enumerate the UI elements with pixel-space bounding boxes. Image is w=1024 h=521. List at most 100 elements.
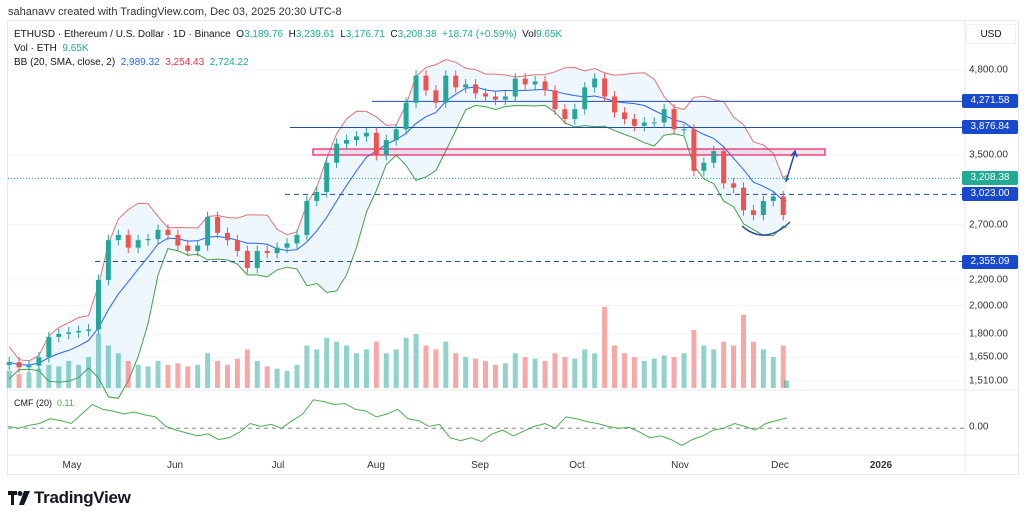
candle-body [205, 216, 211, 246]
high-label: H [288, 29, 296, 40]
symbol-title[interactable]: ETHUSD · Ethereum / U.S. Dollar · 1D · B… [14, 29, 231, 40]
time-tick: 2026 [869, 460, 893, 471]
candle-body [542, 81, 548, 91]
candle-body [631, 119, 637, 126]
candle [721, 145, 727, 189]
volume-bar [6, 371, 12, 388]
price-tag: 3,208.38 [962, 171, 1018, 186]
candle-body [780, 196, 786, 216]
volume-bar [780, 345, 786, 388]
candle-body [552, 90, 558, 110]
candle-body [145, 239, 151, 241]
candle-body [16, 362, 22, 368]
candle [314, 186, 320, 207]
price-tag: 4,271.58 [962, 94, 1018, 109]
candle-body [760, 200, 766, 216]
candle-body [215, 216, 221, 233]
volume-bar [473, 358, 479, 388]
volume-bar [383, 353, 389, 388]
candle-body [750, 210, 756, 216]
volume-bar [95, 333, 101, 388]
candle [36, 351, 42, 371]
candle [234, 234, 240, 257]
candle-body [621, 112, 627, 120]
tradingview-logo[interactable]: TradingView [8, 488, 131, 508]
open-label: O [236, 29, 245, 40]
time-tick: May [62, 460, 82, 471]
volume-bar [373, 341, 379, 388]
candle [463, 79, 469, 93]
volume-bar [721, 341, 727, 388]
volume-indicator-row[interactable]: Vol · ETH 9.65K [14, 42, 562, 56]
candle [155, 224, 161, 245]
candle [572, 103, 578, 125]
low-label: L [340, 29, 346, 40]
candle [135, 234, 141, 254]
price-tick: 2,700.00 [969, 219, 1008, 231]
currency-button[interactable]: USD [966, 24, 1016, 44]
volume-bar [125, 360, 131, 388]
time-tick: Dec [771, 460, 789, 471]
candle-body [671, 109, 677, 130]
candle-body [463, 84, 469, 88]
candle-body [413, 75, 419, 103]
candle-body [532, 81, 538, 85]
bb-upper-value: 3,254.43 [165, 57, 205, 68]
candle [244, 245, 250, 274]
time-tick: Jul [271, 460, 285, 471]
candle-body [403, 102, 409, 130]
candle-body [264, 250, 270, 254]
candle-body [363, 132, 369, 137]
candle [780, 191, 786, 221]
candle [661, 103, 667, 128]
candle-body [56, 333, 62, 337]
bb-indicator-row[interactable]: BB (20, SMA, close, 2) 2,989.32 3,254.43… [14, 56, 562, 70]
candle [731, 177, 737, 194]
candle-body [453, 75, 459, 88]
chart-frame [7, 20, 1019, 475]
candle [671, 103, 677, 135]
volume-bar [641, 360, 647, 388]
candle [532, 76, 538, 90]
volume-bar [453, 353, 459, 388]
candle-body [6, 362, 12, 365]
candle [592, 73, 598, 93]
volume-bar [651, 358, 657, 388]
candle-body [433, 90, 439, 103]
bb-basis-value: 2,989.32 [120, 57, 160, 68]
symbol-row: ETHUSD · Ethereum / U.S. Dollar · 1D · B… [14, 28, 562, 42]
volume-bar [135, 364, 141, 388]
candle-body [224, 232, 230, 241]
volume-bar [750, 341, 756, 388]
volume-bar [344, 345, 350, 388]
volume-bar [324, 337, 330, 388]
candle [770, 191, 776, 207]
close-value: 3,208.38 [397, 29, 437, 40]
candle-body [741, 187, 747, 211]
volume-bar [215, 360, 221, 388]
price-tick: 1,510.00 [969, 375, 1008, 387]
candle-body [512, 78, 518, 97]
candle [522, 73, 528, 90]
volume-bar [155, 360, 161, 388]
volume-bar [76, 364, 82, 388]
candle-body [383, 140, 389, 155]
volume-bar [621, 353, 627, 388]
cmf-legend[interactable]: CMF (20) 0.11 [14, 398, 74, 408]
price-tick: 1,650.00 [969, 351, 1008, 363]
volume-bar [353, 353, 359, 388]
candle-body [423, 75, 429, 91]
volume-bar [413, 333, 419, 388]
candle [502, 91, 508, 106]
time-tick: Nov [671, 460, 689, 471]
open-value: 3,189.76 [244, 29, 284, 40]
candle-body [294, 234, 300, 244]
candle [552, 85, 558, 115]
volume-bar [691, 330, 697, 388]
candle [383, 134, 389, 161]
candle [353, 131, 359, 146]
time-tick: Jun [166, 460, 184, 471]
candle [16, 356, 22, 373]
candle [334, 138, 340, 169]
